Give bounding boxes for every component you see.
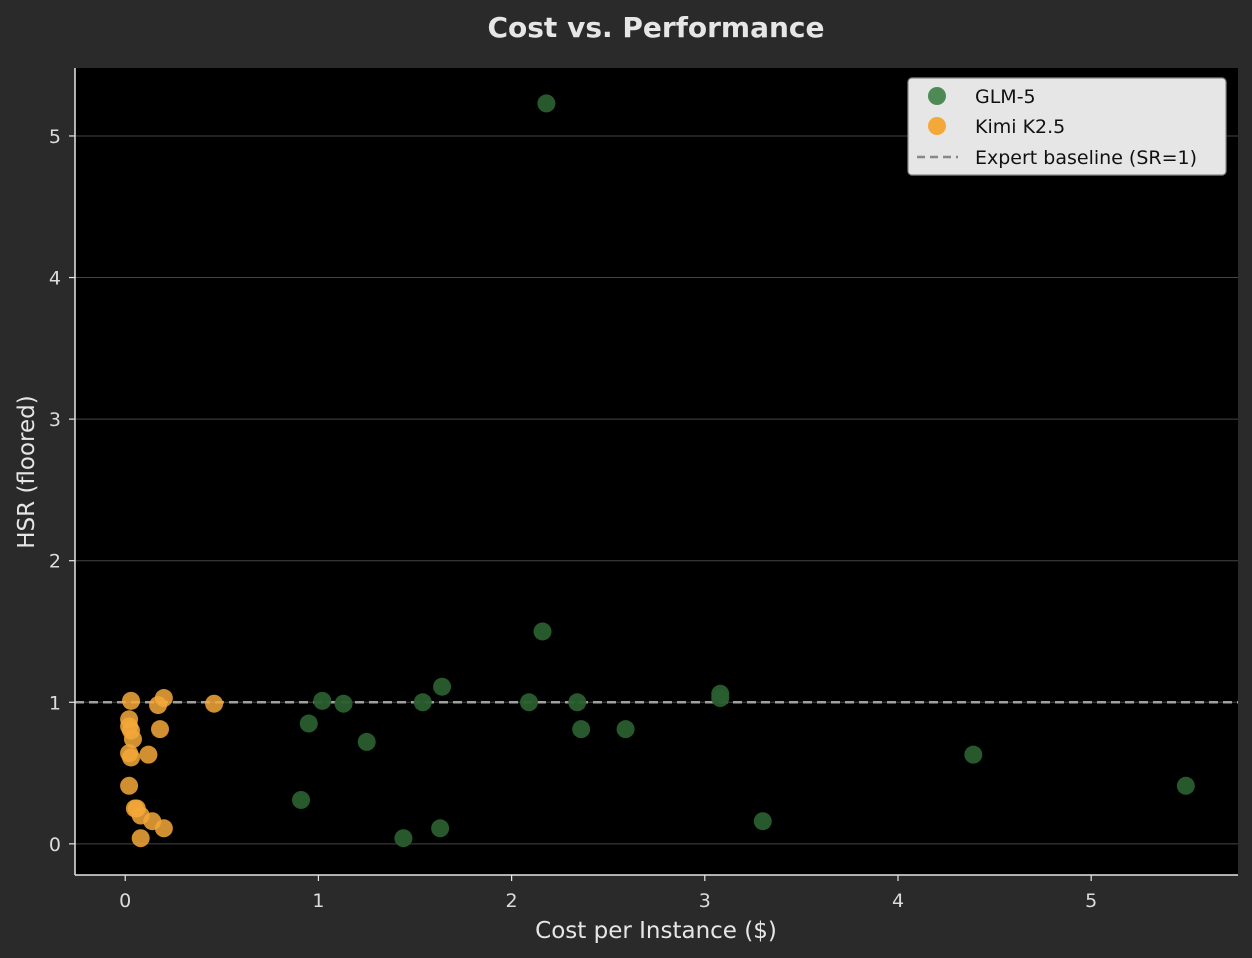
y-tick-label: 4 <box>49 268 61 290</box>
data-point-glm5 <box>413 693 432 712</box>
data-point-glm5 <box>964 745 983 764</box>
x-axis-ticks: 0 1 2 3 4 5 <box>119 875 1097 912</box>
data-point-glm5 <box>292 790 311 809</box>
legend-label-baseline: Expert baseline (SR=1) <box>975 147 1197 169</box>
data-point-kimi <box>139 745 158 764</box>
y-tick-label: 2 <box>49 551 61 573</box>
data-point-glm5 <box>537 94 556 113</box>
legend: GLM-5 Kimi K2.5 Expert baseline (SR=1) <box>907 77 1227 176</box>
data-point-glm5 <box>519 693 538 712</box>
y-tick-label: 0 <box>49 834 61 856</box>
data-point-glm5 <box>313 691 332 710</box>
data-point-glm5 <box>753 812 772 831</box>
chart-title: Cost vs. Performance <box>487 11 824 44</box>
data-point-glm5 <box>711 689 730 708</box>
data-point-kimi <box>205 694 224 713</box>
x-axis-label: Cost per Instance ($) <box>535 918 777 944</box>
x-tick-label: 2 <box>506 890 518 912</box>
y-axis-label: HSR (floored) <box>14 395 40 548</box>
x-tick-label: 5 <box>1085 890 1097 912</box>
data-point-glm5 <box>572 720 591 739</box>
x-tick-label: 4 <box>892 890 904 912</box>
data-point-glm5 <box>616 720 635 739</box>
data-point-glm5 <box>533 622 552 641</box>
data-point-glm5 <box>394 829 413 848</box>
data-point-kimi <box>154 819 173 838</box>
legend-marker-glm5 <box>928 87 946 105</box>
legend-box <box>907 77 1227 176</box>
data-point-kimi <box>120 776 139 795</box>
data-point-kimi <box>123 730 142 749</box>
legend-marker-kimi <box>928 117 946 135</box>
y-axis-ticks: 0 1 2 3 4 5 <box>49 126 75 856</box>
x-tick-label: 3 <box>699 890 711 912</box>
axes <box>74 68 1238 876</box>
y-tick-label: 3 <box>49 409 61 431</box>
x-tick-label: 1 <box>312 890 324 912</box>
data-points <box>120 94 1195 848</box>
data-point-glm5 <box>568 693 587 712</box>
data-point-glm5 <box>299 714 318 733</box>
data-point-kimi <box>151 720 170 739</box>
plot-area <box>75 68 1238 875</box>
x-tick-label: 0 <box>119 890 131 912</box>
y-tick-label: 5 <box>49 126 61 148</box>
legend-label-kimi: Kimi K2.5 <box>975 116 1065 138</box>
data-point-kimi <box>149 696 168 715</box>
data-point-glm5 <box>433 677 452 696</box>
data-point-glm5 <box>431 819 450 838</box>
data-point-kimi <box>122 748 141 767</box>
gridlines <box>75 135 1238 845</box>
y-tick-label: 1 <box>49 692 61 714</box>
data-point-kimi <box>122 691 141 710</box>
data-point-glm5 <box>1176 776 1195 795</box>
data-point-kimi <box>131 829 150 848</box>
legend-label-glm5: GLM-5 <box>975 86 1036 108</box>
data-point-glm5 <box>357 732 376 751</box>
data-point-glm5 <box>334 694 353 713</box>
